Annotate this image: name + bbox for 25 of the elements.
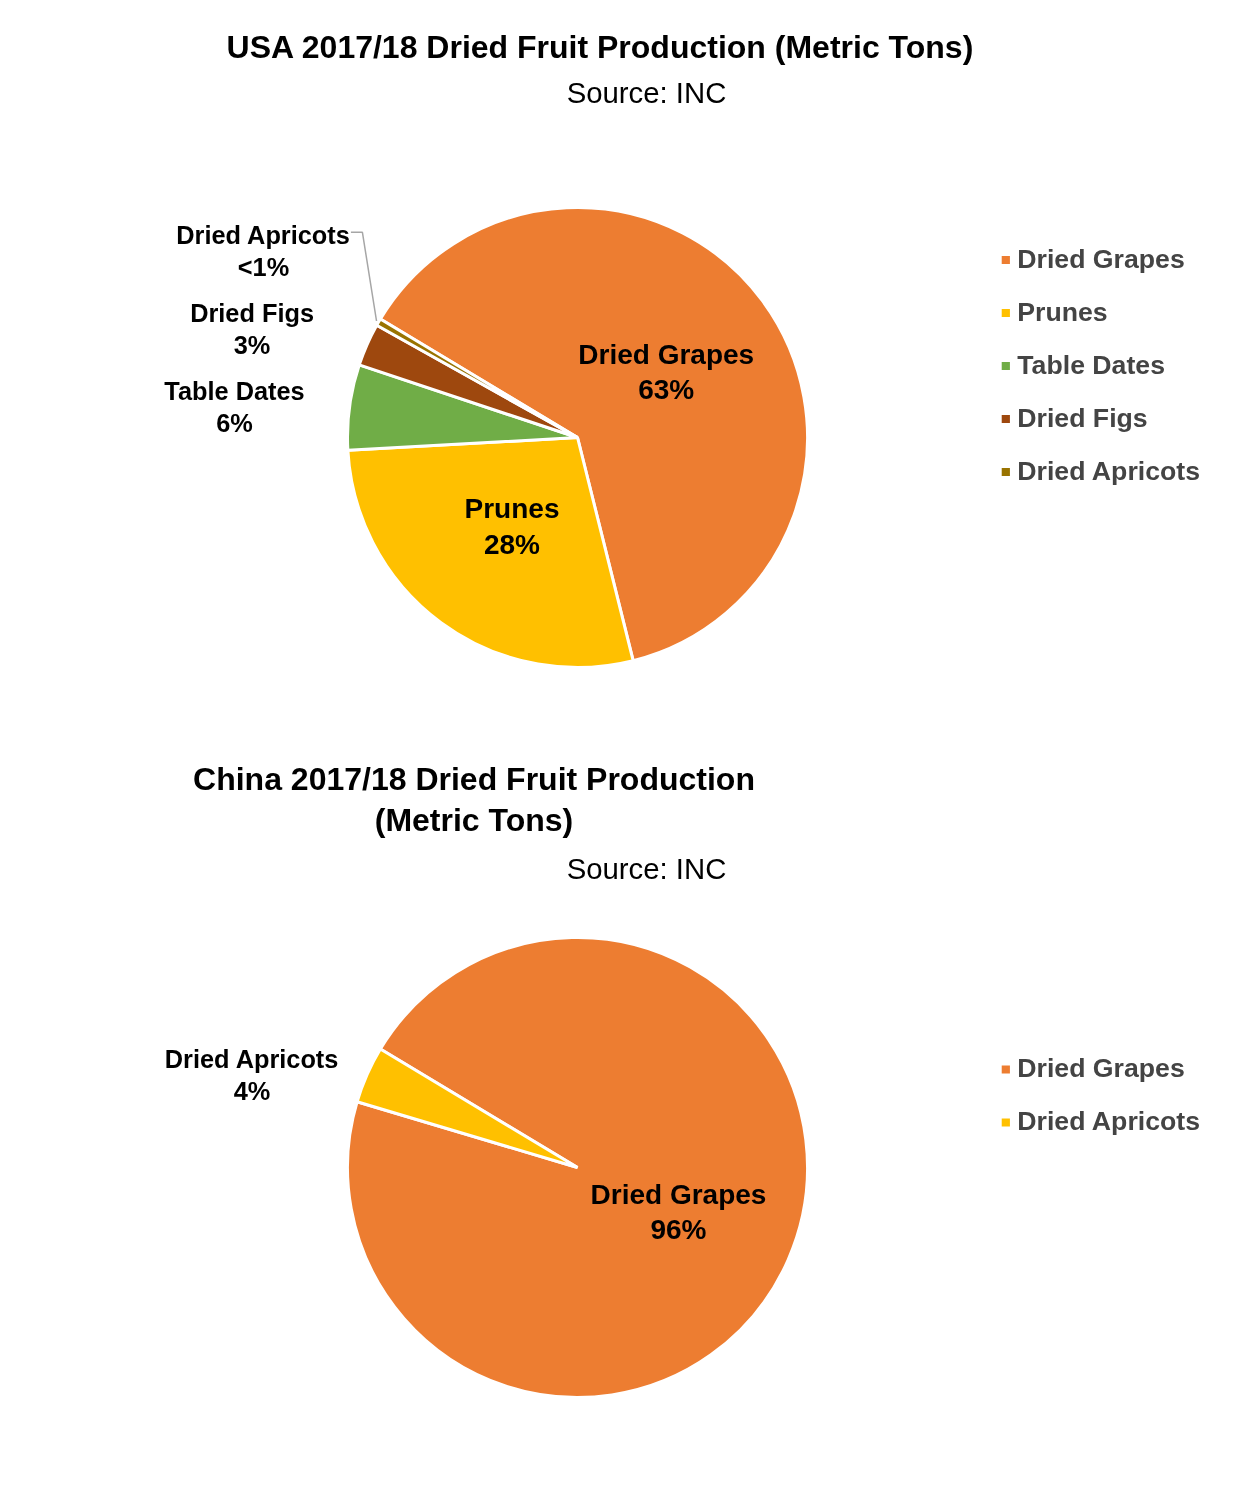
chart-subtitle: Source: INC [566, 76, 727, 109]
data-label: 6% [216, 409, 253, 438]
slice-label: Dried Apricots [164, 1044, 339, 1073]
slice-label: Dried Grapes [578, 338, 755, 370]
data-label: 4% [233, 1076, 271, 1105]
legend-label: Table Dates [1017, 349, 1165, 381]
slice-label: Table Dates [164, 376, 305, 405]
slice-label: Dried Grapes [590, 1178, 767, 1210]
slice-label: Dried Apricots [176, 220, 350, 249]
data-label: 3% [233, 330, 271, 359]
legend-label: Dried Grapes [1017, 1053, 1185, 1084]
slice-label: Prunes [464, 493, 560, 525]
chart-subtitle: Source: INC [566, 852, 727, 885]
data-label: 63% [638, 374, 695, 406]
legend-label: Dried Apricots [1017, 455, 1200, 487]
chart-title: USA 2017/18 Dried Fruit Production (Metric Tons) [226, 28, 974, 65]
data-label: <1% [237, 252, 290, 281]
legend-label: Dried Figs [1017, 402, 1148, 434]
legend-label: Dried Apricots [1017, 1106, 1200, 1137]
data-label: 96% [650, 1214, 707, 1246]
chart-title: China 2017/18 Dried Fruit Production (Metric Tons) [193, 760, 755, 839]
slice-label: Dried Figs [190, 298, 314, 327]
data-label: 28% [483, 528, 541, 560]
legend-label: Prunes [1017, 296, 1108, 328]
legend-label: Dried Grapes [1017, 243, 1185, 275]
